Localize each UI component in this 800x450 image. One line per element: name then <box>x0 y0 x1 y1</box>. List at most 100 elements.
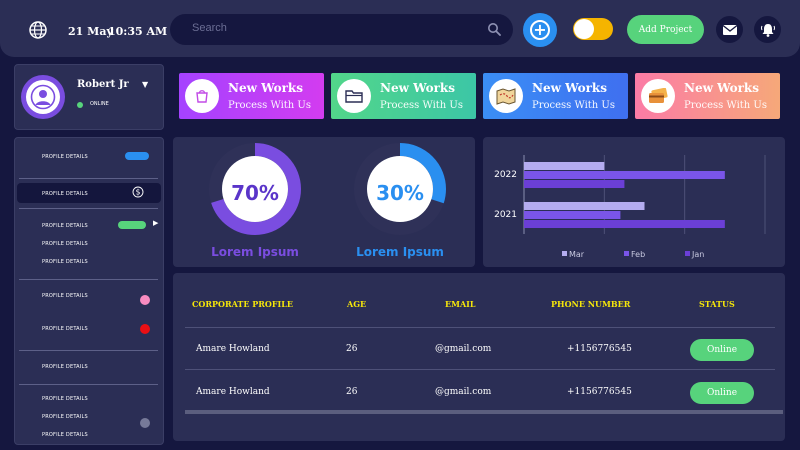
avatar[interactable] <box>21 75 65 119</box>
status-dot-pink <box>140 295 150 305</box>
category-label: 2021 <box>494 210 517 220</box>
donut-label: Lorem Ipsum <box>356 245 444 259</box>
status-badge[interactable]: Online <box>690 382 754 404</box>
work-card[interactable]: New Works Process With Us <box>331 73 476 119</box>
plus-circle-icon: + <box>530 20 550 40</box>
chevron-down-icon[interactable]: ▼ <box>142 80 149 89</box>
search-icon[interactable] <box>487 22 501 36</box>
notification-button[interactable] <box>754 16 781 43</box>
work-card[interactable]: New Works Process With Us <box>179 73 324 119</box>
sidebar-divider <box>19 350 158 351</box>
donut-progress-arc <box>209 143 301 235</box>
sidebar-item-profile-details[interactable]: PROFILE DETAILS <box>42 364 88 370</box>
cell-age: 26 <box>346 344 358 354</box>
work-card-title: New Works <box>228 81 304 95</box>
work-card-subtitle: Process With Us <box>228 100 311 111</box>
table-divider <box>185 369 775 370</box>
date-text: 21 May <box>68 25 113 38</box>
legend-swatch <box>685 251 690 256</box>
column-header-status: STATUS <box>699 299 735 309</box>
donut-value: 70% <box>231 181 279 205</box>
search-input[interactable] <box>192 22 472 34</box>
toggle-knob <box>574 19 594 39</box>
status-dot-grey <box>140 418 150 428</box>
sidebar-item-profile-details[interactable]: PROFILE DETAILS <box>42 293 88 299</box>
table-divider <box>185 327 775 328</box>
donut-value: 30% <box>376 181 424 205</box>
work-card-subtitle: Process With Us <box>380 100 463 111</box>
donut-chart-2: 30% <box>354 143 446 235</box>
status-badge[interactable]: Online <box>690 339 754 361</box>
profiles-table: CORPORATE PROFILE AGE EMAIL PHONE NUMBER… <box>173 273 785 441</box>
legend-swatch <box>562 251 567 256</box>
sidebar-active-item[interactable] <box>17 183 161 203</box>
chevron-right-icon[interactable]: ▶ <box>153 219 159 227</box>
work-card-title: New Works <box>532 81 608 95</box>
bar-mar <box>524 202 645 210</box>
sidebar-item-profile-details[interactable]: PROFILE DETAILS <box>42 241 88 247</box>
svg-text:$: $ <box>136 188 141 197</box>
bell-icon <box>760 23 775 37</box>
work-card-title: New Works <box>684 81 760 95</box>
online-status-dot <box>77 102 83 108</box>
user-icon <box>30 84 56 110</box>
bar-jan <box>524 220 725 228</box>
cell-email: @gmail.com <box>435 387 492 397</box>
sidebar-divider <box>19 178 158 179</box>
sidebar-item-profile-details[interactable]: PROFILE DETAILS <box>42 223 88 229</box>
globe-icon[interactable] <box>28 20 48 40</box>
work-card-subtitle: Process With Us <box>684 100 767 111</box>
sidebar-item-profile-details[interactable]: PROFILE DETAILS <box>42 191 88 197</box>
sidebar-divider <box>19 208 158 209</box>
legend-label: Feb <box>631 250 645 259</box>
cell-name: Amare Howland <box>196 387 270 397</box>
column-header-age: AGE <box>347 299 367 309</box>
profile-name: Robert Jr <box>77 79 129 90</box>
sidebar-item-profile-details[interactable]: PROFILE DETAILS <box>42 432 88 438</box>
column-header-profile: CORPORATE PROFILE <box>192 299 293 309</box>
table-scrollbar[interactable] <box>185 410 783 414</box>
legend-label: Jan <box>691 250 704 259</box>
donut-progress-arc <box>354 143 446 235</box>
bar-feb <box>524 171 725 179</box>
work-card-subtitle: Process With Us <box>532 100 615 111</box>
profile-status: ONLINE <box>90 101 109 107</box>
column-header-phone: PHONE NUMBER <box>551 299 631 309</box>
work-card-title: New Works <box>380 81 456 95</box>
time-text: 10:35 AM <box>108 25 168 38</box>
column-header-email: EMAIL <box>445 299 476 309</box>
theme-toggle[interactable] <box>573 18 613 40</box>
sidebar-item-profile-details[interactable]: PROFILE DETAILS <box>42 154 88 160</box>
mail-button[interactable] <box>716 16 743 43</box>
search-bar[interactable] <box>170 14 513 45</box>
add-button[interactable]: + <box>523 13 557 47</box>
shopping-bag-icon <box>185 79 219 113</box>
status-dot-red <box>140 324 150 334</box>
dollar-icon: $ <box>132 186 144 198</box>
sidebar-item-profile-details[interactable]: PROFILE DETAILS <box>42 414 88 420</box>
cell-phone: +1156776545 <box>567 387 632 397</box>
cell-phone: +1156776545 <box>567 344 632 354</box>
sidebar-item-profile-details[interactable]: PROFILE DETAILS <box>42 396 88 402</box>
toggle-pill-green[interactable] <box>118 221 146 229</box>
toggle-pill-blue[interactable] <box>125 152 149 160</box>
map-icon <box>489 79 523 113</box>
sidebar-item-profile-details[interactable]: PROFILE DETAILS <box>42 259 88 265</box>
cell-age: 26 <box>346 387 358 397</box>
profile-card[interactable]: Robert Jr ▼ ONLINE <box>14 64 164 130</box>
folder-icon <box>337 79 371 113</box>
credit-card-icon <box>641 79 675 113</box>
sidebar-item-profile-details[interactable]: PROFILE DETAILS <box>42 326 88 332</box>
donut-chart-1: 70% <box>209 143 301 235</box>
bar-chart-panel: 2022 2021 Mar Feb Jan <box>483 137 785 267</box>
work-card[interactable]: New Works Process With Us <box>483 73 628 119</box>
bar-feb <box>524 211 621 219</box>
sidebar: $ ▶ PROFILE DETAILS PROFILE DETAILS PROF… <box>14 137 164 445</box>
add-project-button[interactable]: Add Project <box>627 15 704 44</box>
legend-swatch <box>624 251 629 256</box>
bar-jan <box>524 180 625 188</box>
sidebar-divider <box>19 279 158 280</box>
cell-email: @gmail.com <box>435 344 492 354</box>
cell-name: Amare Howland <box>196 344 270 354</box>
work-card[interactable]: New Works Process With Us <box>635 73 780 119</box>
